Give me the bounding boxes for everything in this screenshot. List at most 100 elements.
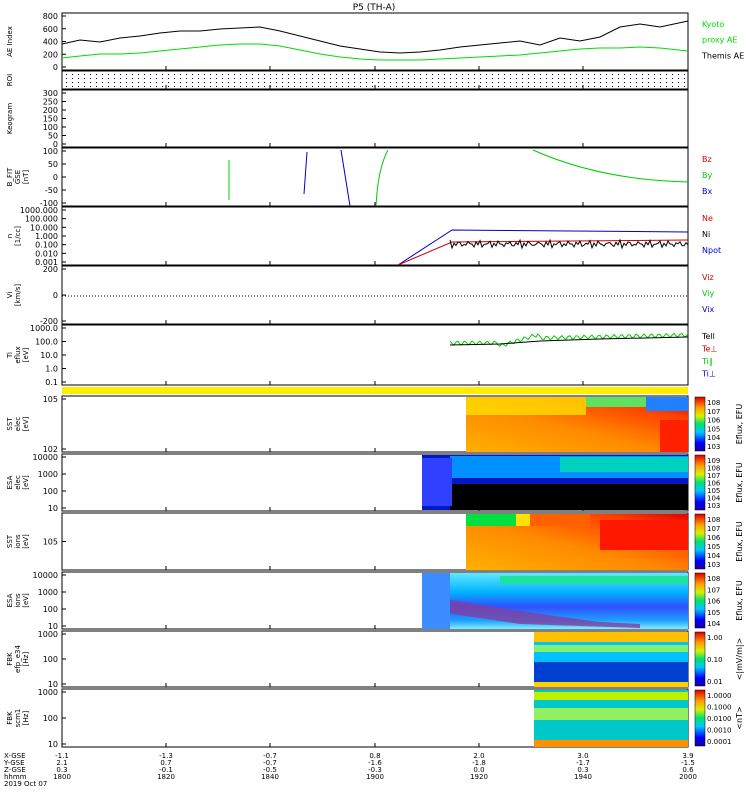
roi-dot — [432, 82, 433, 83]
roi-dot — [306, 74, 307, 75]
y-tick-label: 1000 — [38, 470, 58, 479]
roi-dot — [414, 82, 415, 83]
y-axis-label: ions — [14, 593, 22, 608]
roi-dot — [450, 86, 451, 87]
colorbar-tick: 108 — [707, 575, 720, 583]
roi-dot — [210, 74, 211, 75]
y-tick-label: 10.0 — [40, 351, 58, 360]
roi-dot — [132, 78, 133, 79]
roi-dot — [438, 74, 439, 75]
roi-dot — [444, 74, 445, 75]
roi-dot — [324, 78, 325, 79]
roi-dot — [240, 86, 241, 87]
roi-dot — [570, 82, 571, 83]
roi-dot — [654, 86, 655, 87]
orbit-value: -1.6 — [368, 759, 382, 767]
roi-dot — [522, 82, 523, 83]
roi-dot — [342, 78, 343, 79]
roi-dot — [366, 78, 367, 79]
orbit-value: 1820 — [157, 773, 175, 781]
roi-dot — [216, 74, 217, 75]
roi-dot — [540, 78, 541, 79]
roi-dot — [120, 82, 121, 83]
colorbar-tick: 108 — [707, 399, 720, 407]
roi-dot — [480, 82, 481, 83]
roi-dot — [192, 74, 193, 75]
y-tick-label: 1.0 — [45, 365, 58, 374]
colorbar-tick: 104 — [707, 620, 721, 628]
roi-dot — [582, 82, 583, 83]
roi-dot — [186, 82, 187, 83]
y-tick-label: 0.001 — [35, 258, 58, 267]
y-tick-label: 200 — [43, 265, 58, 274]
roi-dot — [384, 74, 385, 75]
roi-dot — [630, 78, 631, 79]
roi-dot — [528, 74, 529, 75]
roi-dot — [636, 82, 637, 83]
roi-dot — [198, 82, 199, 83]
colorbar-tick: 104 — [707, 552, 721, 560]
y-tick-label: 50 — [48, 132, 58, 141]
legend-entry: Viz — [702, 273, 714, 282]
roi-dot — [324, 82, 325, 83]
roi-dot — [576, 78, 577, 79]
roi-dot — [180, 78, 181, 79]
roi-dot — [504, 74, 505, 75]
colorbar-tick: 107 — [707, 525, 720, 533]
roi-dot — [120, 86, 121, 87]
y-tick-label: 800 — [43, 12, 58, 21]
colorbar-tick: 0.01 — [707, 678, 723, 686]
roi-dot — [564, 78, 565, 79]
roi-dot — [672, 74, 673, 75]
roi-dot — [498, 82, 499, 83]
roi-dot — [588, 74, 589, 75]
roi-dot — [384, 78, 385, 79]
roi-dot — [402, 86, 403, 87]
legend-entry: Npot — [702, 246, 721, 255]
roi-dot — [678, 86, 679, 87]
y-tick-label: 0 — [53, 291, 58, 300]
roi-dot — [162, 78, 163, 79]
y-tick-label: 1000 — [38, 588, 58, 597]
roi-dot — [180, 82, 181, 83]
roi-dot — [678, 74, 679, 75]
roi-dot — [138, 86, 139, 87]
y-tick-label: 10 — [48, 740, 58, 749]
roi-dot — [684, 78, 685, 79]
colorbar-label: Eflux, EFU — [735, 580, 744, 621]
roi-dot — [198, 86, 199, 87]
y-tick-label: 300 — [43, 89, 58, 98]
roi-dot — [624, 74, 625, 75]
roi-dot — [192, 78, 193, 79]
orbit-value: 3.0 — [577, 752, 588, 760]
roi-dot — [276, 86, 277, 87]
colorbar-tick: 103 — [707, 502, 720, 510]
y-tick-label: 10 — [48, 622, 58, 631]
roi-dot — [408, 78, 409, 79]
roi-dot — [474, 82, 475, 83]
roi-dot — [336, 74, 337, 75]
roi-dot — [630, 82, 631, 83]
roi-dot — [510, 78, 511, 79]
roi-dot — [588, 78, 589, 79]
roi-dot — [156, 74, 157, 75]
roi-dot — [294, 74, 295, 75]
roi-dot — [216, 78, 217, 79]
roi-dot — [534, 78, 535, 79]
roi-dot — [558, 82, 559, 83]
roi-dot — [678, 78, 679, 79]
roi-dot — [636, 78, 637, 79]
roi-dot — [138, 74, 139, 75]
roi-dot — [174, 86, 175, 87]
roi-dot — [420, 74, 421, 75]
roi-dot — [246, 78, 247, 79]
roi-dot — [72, 74, 73, 75]
roi-dot — [414, 86, 415, 87]
roi-dot — [192, 82, 193, 83]
roi-dot — [408, 82, 409, 83]
roi-dot — [600, 86, 601, 87]
roi-dot — [204, 86, 205, 87]
roi-dot — [174, 82, 175, 83]
y-tick-label: 10 — [48, 504, 58, 513]
roi-dot — [600, 74, 601, 75]
